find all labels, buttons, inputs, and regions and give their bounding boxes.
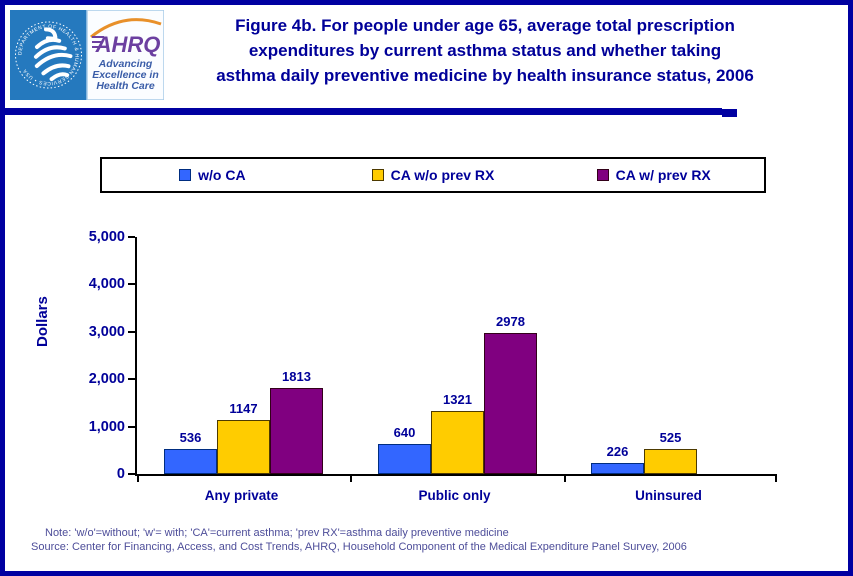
- category-label-any-private: Any private: [204, 488, 279, 503]
- chart-legend: w/o CA CA w/o prev RX CA w/ prev RX: [100, 157, 766, 193]
- x-axis-labels: Any private Public only Uninsured: [135, 488, 775, 506]
- y-axis-tick-label: 3,000: [88, 323, 125, 340]
- ahrq-tagline: Advancing Excellence in Health Care: [92, 58, 159, 92]
- ahrq-panel: [86, 9, 165, 101]
- bar-ca-w-o-prev-rx-public-only: [431, 411, 484, 474]
- logo-graphic: DEPARTMENT OF HEALTH & HUMAN SERVICES • …: [10, 9, 165, 101]
- y-axis-tick: [128, 283, 135, 286]
- ahrq-arc: [90, 18, 162, 39]
- category-label-uninsured: Uninsured: [635, 488, 702, 503]
- legend-swatch-icon: [179, 169, 192, 181]
- y-axis-tick: [128, 378, 135, 381]
- hhs-eagle-icon: [33, 27, 73, 82]
- bar-w-o-ca-uninsured: [591, 463, 644, 474]
- legend-cell: w/o CA: [102, 159, 323, 191]
- ahrq-acronym: AHRQ: [95, 32, 161, 57]
- y-axis-tick-label: 2,000: [88, 371, 125, 388]
- bar-ca-w-prev-rx-public-only: [484, 333, 537, 474]
- figure-title: Figure 4b. For people under age 65, aver…: [135, 13, 835, 88]
- legend-item-ca-w-o-prev-rx: CA w/o prev RX: [371, 167, 495, 183]
- x-axis-tick: [775, 476, 777, 482]
- bar-value-label: 2978: [496, 314, 525, 329]
- bar-value-label: 525: [659, 430, 682, 445]
- y-axis-label: Dollars: [34, 296, 51, 348]
- legend-cell: CA w/o prev RX: [323, 159, 544, 191]
- hhs-seal-background: [10, 10, 87, 100]
- bar-w-o-ca-public-only: [378, 444, 431, 474]
- legend-item-ca-w-prev-rx: CA w/ prev RX: [596, 167, 711, 183]
- bar-value-label: 536: [179, 430, 202, 445]
- bar-ca-w-o-prev-rx-any-private: [217, 420, 270, 474]
- y-axis-tick: [128, 425, 135, 428]
- bar-value-label: 640: [393, 425, 416, 440]
- legend-cell: CA w/ prev RX: [543, 159, 764, 191]
- y-axis-tick: [128, 473, 135, 475]
- hhs-seal-ring: [15, 21, 82, 89]
- figure-title-line3: asthma daily preventive medicine by heal…: [216, 66, 754, 85]
- figure-source: Source: Center for Financing, Access, an…: [31, 541, 687, 553]
- ahrq-tagline-line1: Advancing: [98, 58, 153, 70]
- bar-value-label: 226: [606, 444, 629, 459]
- y-axis-tick: [128, 236, 135, 238]
- legend-label: CA w/ prev RX: [615, 167, 711, 183]
- x-axis-tick: [137, 476, 139, 482]
- x-axis-tick: [350, 476, 352, 482]
- y-axis-tick-label: 5,000: [88, 229, 125, 245]
- ahrq-hhs-logo: DEPARTMENT OF HEALTH & HUMAN SERVICES • …: [10, 9, 165, 101]
- figure-title-line1: Figure 4b. For people under age 65, aver…: [235, 16, 735, 35]
- y-axis-tick-label: 1,000: [88, 418, 125, 435]
- legend-swatch-icon: [371, 169, 384, 181]
- legend-label: w/o CA: [198, 167, 246, 183]
- header-divider-bar: [0, 108, 737, 117]
- figure-note: Note: 'w/o'=without; 'w'= with; 'CA'=cur…: [45, 527, 509, 539]
- plot-area: 0 1,000 2,000 3,000 4,000 5,000 536 1147 1813 640…: [89, 229, 777, 482]
- y-axis-tick-label: 0: [116, 466, 125, 482]
- figure-title-line2: expenditures by current asthma status an…: [248, 41, 722, 60]
- ahrq-speed-lines: [92, 36, 104, 48]
- legend-item-w-o-ca: w/o CA: [179, 167, 246, 183]
- ahrq-tagline-line3: Health Care: [96, 80, 155, 92]
- bar-value-label: 1147: [229, 401, 258, 416]
- ahrq-tagline-line2: Excellence in: [92, 69, 159, 81]
- bar-value-label: 1813: [282, 369, 311, 384]
- bar-value-label: 1321: [443, 392, 472, 407]
- bar-ca-w-prev-rx-any-private: [270, 388, 323, 474]
- legend-swatch-icon: [596, 169, 609, 181]
- x-axis-tick: [564, 476, 566, 482]
- y-axis-tick-label: 4,000: [88, 276, 125, 293]
- legend-label: CA w/o prev RX: [390, 167, 495, 183]
- y-axis-tick: [128, 330, 135, 333]
- category-label-public-only: Public only: [418, 488, 491, 503]
- bar-w-o-ca-any-private: [164, 449, 217, 474]
- bar-ca-w-o-prev-rx-uninsured: [644, 449, 697, 474]
